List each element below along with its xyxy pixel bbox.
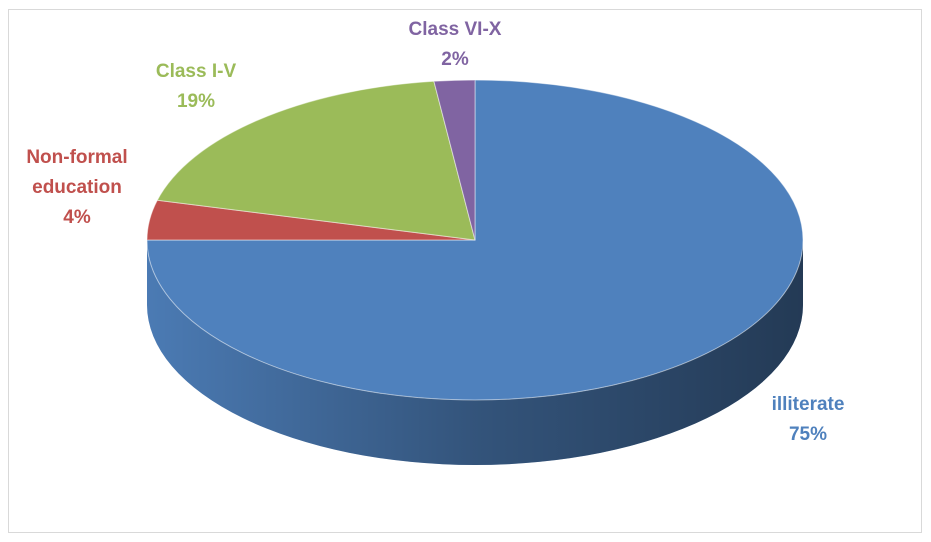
- data-label: Class VI-X 2%: [380, 15, 530, 75]
- data-label: illiterate 75%: [728, 390, 888, 450]
- slice-side-shade: [147, 240, 803, 465]
- slice: [433, 79, 476, 241]
- label-value: 19%: [176, 91, 216, 112]
- label-value: 75%: [788, 424, 828, 445]
- slice: [156, 80, 476, 241]
- label-value: 4%: [63, 207, 91, 228]
- label-name: illiterate: [771, 394, 845, 415]
- label-name: Class VI-X: [408, 19, 502, 40]
- data-label: Class I-V 19%: [121, 57, 271, 117]
- slice: [146, 79, 804, 401]
- label-name: Class I-V: [155, 61, 237, 82]
- data-label: Non-formal education 4%: [2, 143, 152, 233]
- label-value: 2%: [441, 49, 469, 70]
- label-name: Non-formal education: [26, 147, 128, 198]
- chart-frame: [8, 9, 922, 533]
